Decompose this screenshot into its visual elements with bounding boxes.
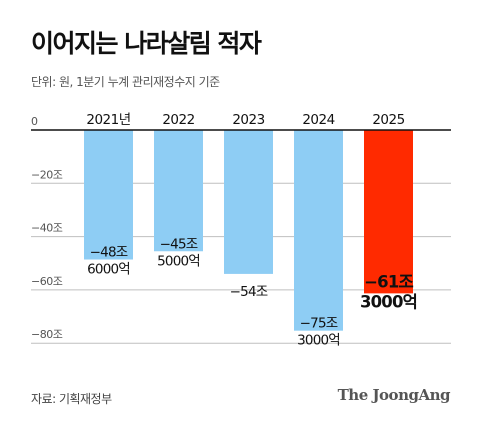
publisher-logo: The JoongAng: [337, 386, 451, 404]
data-label: 3000억: [360, 292, 417, 311]
bar: [294, 130, 343, 331]
data-label: −75조: [300, 316, 338, 332]
x-tick-label: 2021년: [86, 112, 130, 128]
y-tick-label: −80조: [31, 328, 63, 341]
data-label: 3000억: [297, 333, 340, 349]
y-tick-label: 0: [31, 115, 38, 128]
bar: [154, 130, 203, 252]
x-tick-label: 2024: [302, 112, 334, 128]
data-label: 5000억: [157, 253, 200, 269]
chart-title: 이어지는 나라살림 적자: [31, 29, 262, 58]
data-label: −48조: [90, 245, 128, 261]
y-tick-label: −40조: [31, 222, 63, 235]
y-tick-label: −60조: [31, 275, 63, 288]
y-tick-label: −20조: [31, 168, 63, 181]
data-label: 6000억: [87, 262, 130, 278]
x-tick-label: 2023: [232, 112, 264, 128]
x-tick-label: 2022: [162, 112, 194, 128]
data-label: −61조: [364, 272, 413, 291]
data-label: −54조: [230, 284, 268, 300]
chart-subtitle: 단위: 원, 1분기 누계 관리재정수지 기준: [31, 75, 220, 89]
bar: [224, 130, 273, 274]
bar: [84, 130, 133, 260]
x-tick-label: 2025: [372, 112, 404, 128]
bar: [364, 130, 413, 294]
source-note: 자료: 기획재정부: [31, 392, 112, 406]
data-label: −45조: [160, 236, 198, 252]
